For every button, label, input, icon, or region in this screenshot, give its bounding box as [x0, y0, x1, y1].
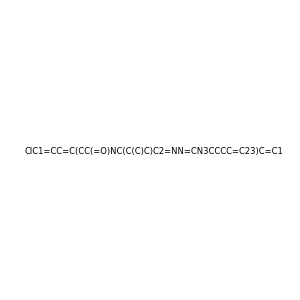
Text: ClC1=CC=C(CC(=O)NC(C(C)C)C2=NN=CN3CCCC=C23)C=C1: ClC1=CC=C(CC(=O)NC(C(C)C)C2=NN=CN3CCCC=C… [24, 147, 283, 156]
